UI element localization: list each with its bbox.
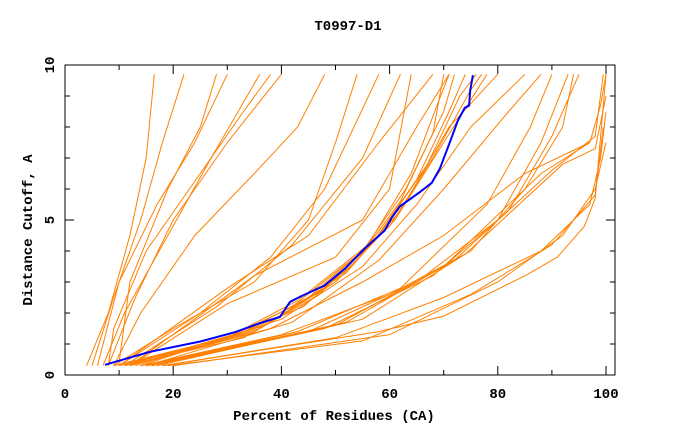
y-tick-label: 10	[43, 57, 59, 74]
x-tick-label: 40	[273, 387, 290, 403]
model-curve-1	[86, 74, 155, 366]
model-curve-14	[135, 74, 412, 364]
model-curve-36	[162, 74, 607, 367]
series-group	[86, 73, 607, 367]
model-curve-11	[124, 74, 401, 367]
model-curve-25	[140, 74, 574, 367]
model-curve-10	[118, 74, 380, 367]
model-curve-7	[113, 74, 326, 366]
x-axis-label: Percent of Residues (CA)	[233, 409, 435, 425]
model-curve-5	[107, 74, 272, 366]
x-tick-label: 80	[489, 387, 506, 403]
model-curve-31	[156, 95, 607, 367]
model-curve-32	[129, 142, 591, 367]
axes-group: 0 20 40 60 80 100 0 5 10	[43, 57, 619, 403]
x-tick-label: 100	[593, 387, 618, 403]
model-curve-13	[129, 74, 450, 367]
model-curve-12	[118, 73, 434, 367]
chart-title: T0997-D1	[314, 19, 381, 35]
x-tick-label: 0	[61, 387, 69, 403]
x-tick-label: 60	[381, 387, 398, 403]
model-curve-33	[162, 111, 607, 367]
model-curve-4	[102, 74, 261, 366]
model-curve-20	[135, 74, 488, 367]
model-curve-2	[91, 74, 185, 366]
model-curve-19	[129, 74, 483, 367]
highlight-curve	[104, 75, 474, 366]
model-curve-23	[140, 73, 526, 367]
x-tick-label: 20	[165, 387, 182, 403]
y-tick-label: 0	[43, 371, 59, 379]
plot-frame	[64, 64, 616, 376]
model-curve-6	[107, 73, 282, 366]
model-curve-3	[97, 74, 228, 366]
model-curve-9	[113, 74, 358, 367]
model-curve-29	[140, 74, 607, 367]
model-curve-30	[151, 74, 604, 367]
y-tick-label: 5	[43, 216, 59, 224]
y-axis-label: Distance Cutoff, A	[21, 154, 37, 306]
model-curve-28	[146, 74, 553, 367]
model-curve-8	[118, 74, 217, 363]
